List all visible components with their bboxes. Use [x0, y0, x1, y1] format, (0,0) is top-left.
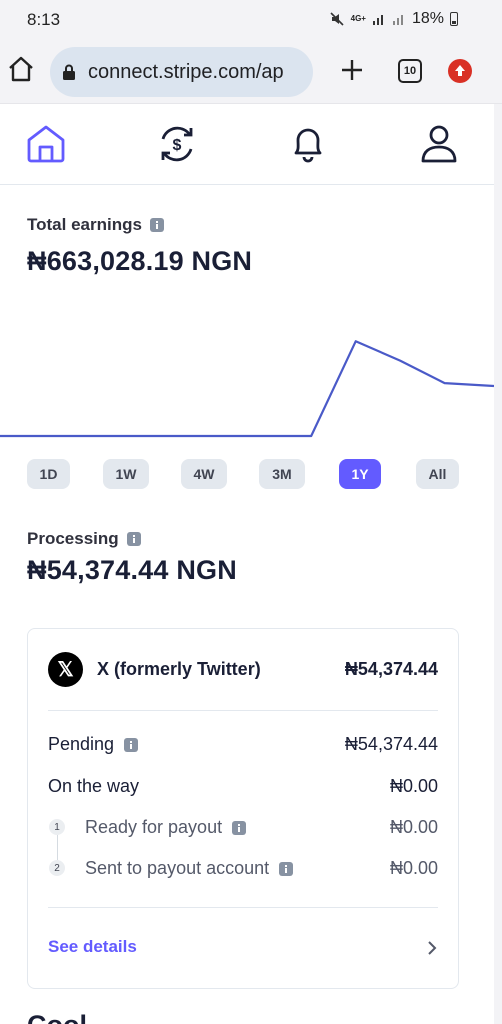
- sent-to-payout-label: Sent to payout account: [85, 858, 270, 878]
- new-tab-icon[interactable]: [338, 56, 366, 84]
- merchant-name: X (formerly Twitter): [97, 659, 261, 679]
- browser-toolbar: connect.stripe.com/ap 10: [0, 40, 502, 104]
- bell-icon[interactable]: [287, 123, 329, 165]
- divider: [48, 710, 438, 711]
- divider: [48, 907, 438, 908]
- chevron-right-icon[interactable]: [426, 939, 438, 957]
- sent-to-payout-amount: ₦0.00: [389, 858, 438, 878]
- app-navigation: $: [0, 105, 494, 185]
- sent-to-payout-row-label: Sent to payout account: [85, 858, 294, 879]
- range-button-3m[interactable]: 3M: [259, 459, 305, 489]
- svg-text:$: $: [173, 137, 182, 154]
- info-icon[interactable]: [149, 218, 164, 232]
- signal-icon-2: [392, 15, 403, 25]
- info-icon[interactable]: [124, 737, 139, 752]
- range-button-all[interactable]: All: [416, 459, 459, 489]
- total-earnings-amount: ₦663,028.19 NGN: [27, 246, 253, 276]
- ready-for-payout-row-label: Ready for payout: [85, 817, 247, 838]
- profile-icon[interactable]: [418, 123, 460, 165]
- range-button-1y[interactable]: 1Y: [339, 459, 381, 489]
- processing-amount: ₦54,374.44 NGN: [27, 555, 237, 585]
- status-icons: 4G+ 18%: [329, 10, 458, 28]
- on-the-way-label: On the way: [48, 776, 140, 796]
- network-type: 4G+: [350, 14, 366, 23]
- step-number-1: 1: [49, 819, 65, 835]
- mute-icon: [330, 12, 344, 26]
- payments-icon[interactable]: $: [156, 123, 198, 165]
- merchant-amount: ₦54,374.44: [344, 659, 438, 679]
- processing-label: Processing: [27, 529, 119, 548]
- x-logo-icon: 𝕏: [48, 652, 83, 687]
- range-button-1w[interactable]: 1W: [103, 459, 149, 489]
- processing-label-row: Processing: [27, 529, 141, 549]
- next-section-heading: Cool: [27, 1010, 87, 1024]
- range-button-1d[interactable]: 1D: [27, 459, 70, 489]
- earnings-chart: [0, 340, 494, 438]
- info-icon[interactable]: [126, 532, 141, 546]
- ready-for-payout-amount: ₦0.00: [389, 817, 438, 837]
- info-icon[interactable]: [279, 861, 294, 876]
- scroll-edge: [494, 104, 502, 1024]
- earnings-series-line: [0, 340, 494, 438]
- range-button-4w[interactable]: 4W: [181, 459, 227, 489]
- tab-switcher-button[interactable]: 10: [398, 59, 422, 83]
- pending-row-label: Pending: [48, 734, 139, 755]
- total-earnings-label-row: Total earnings: [27, 215, 164, 235]
- info-icon[interactable]: [232, 820, 247, 835]
- step-connector: [56, 835, 58, 860]
- see-details-link[interactable]: See details: [48, 937, 137, 956]
- signal-icon: [372, 15, 383, 25]
- processing-card: 𝕏 X (formerly Twitter) ₦54,374.44 Pendin…: [27, 628, 459, 989]
- battery-percent: 18%: [411, 10, 444, 27]
- total-earnings-label: Total earnings: [27, 215, 142, 234]
- pending-amount: ₦54,374.44: [344, 734, 438, 754]
- pending-label: Pending: [48, 734, 115, 754]
- browser-home-icon[interactable]: [6, 54, 36, 84]
- step-number-2: 2: [49, 860, 65, 876]
- lock-icon: [63, 64, 75, 80]
- status-bar: 8:13 4G+ 18%: [0, 0, 502, 40]
- status-time: 8:13: [27, 10, 61, 29]
- ready-for-payout-label: Ready for payout: [85, 817, 223, 837]
- battery-icon: [450, 12, 458, 26]
- address-bar[interactable]: connect.stripe.com/ap: [50, 47, 313, 97]
- on-the-way-amount: ₦0.00: [389, 776, 438, 796]
- url-text: connect.stripe.com/ap: [88, 60, 284, 83]
- time-range-selector: 1D 1W 4W 3M 1Y All: [27, 459, 459, 489]
- home-icon[interactable]: [25, 123, 67, 165]
- update-icon[interactable]: [448, 59, 472, 83]
